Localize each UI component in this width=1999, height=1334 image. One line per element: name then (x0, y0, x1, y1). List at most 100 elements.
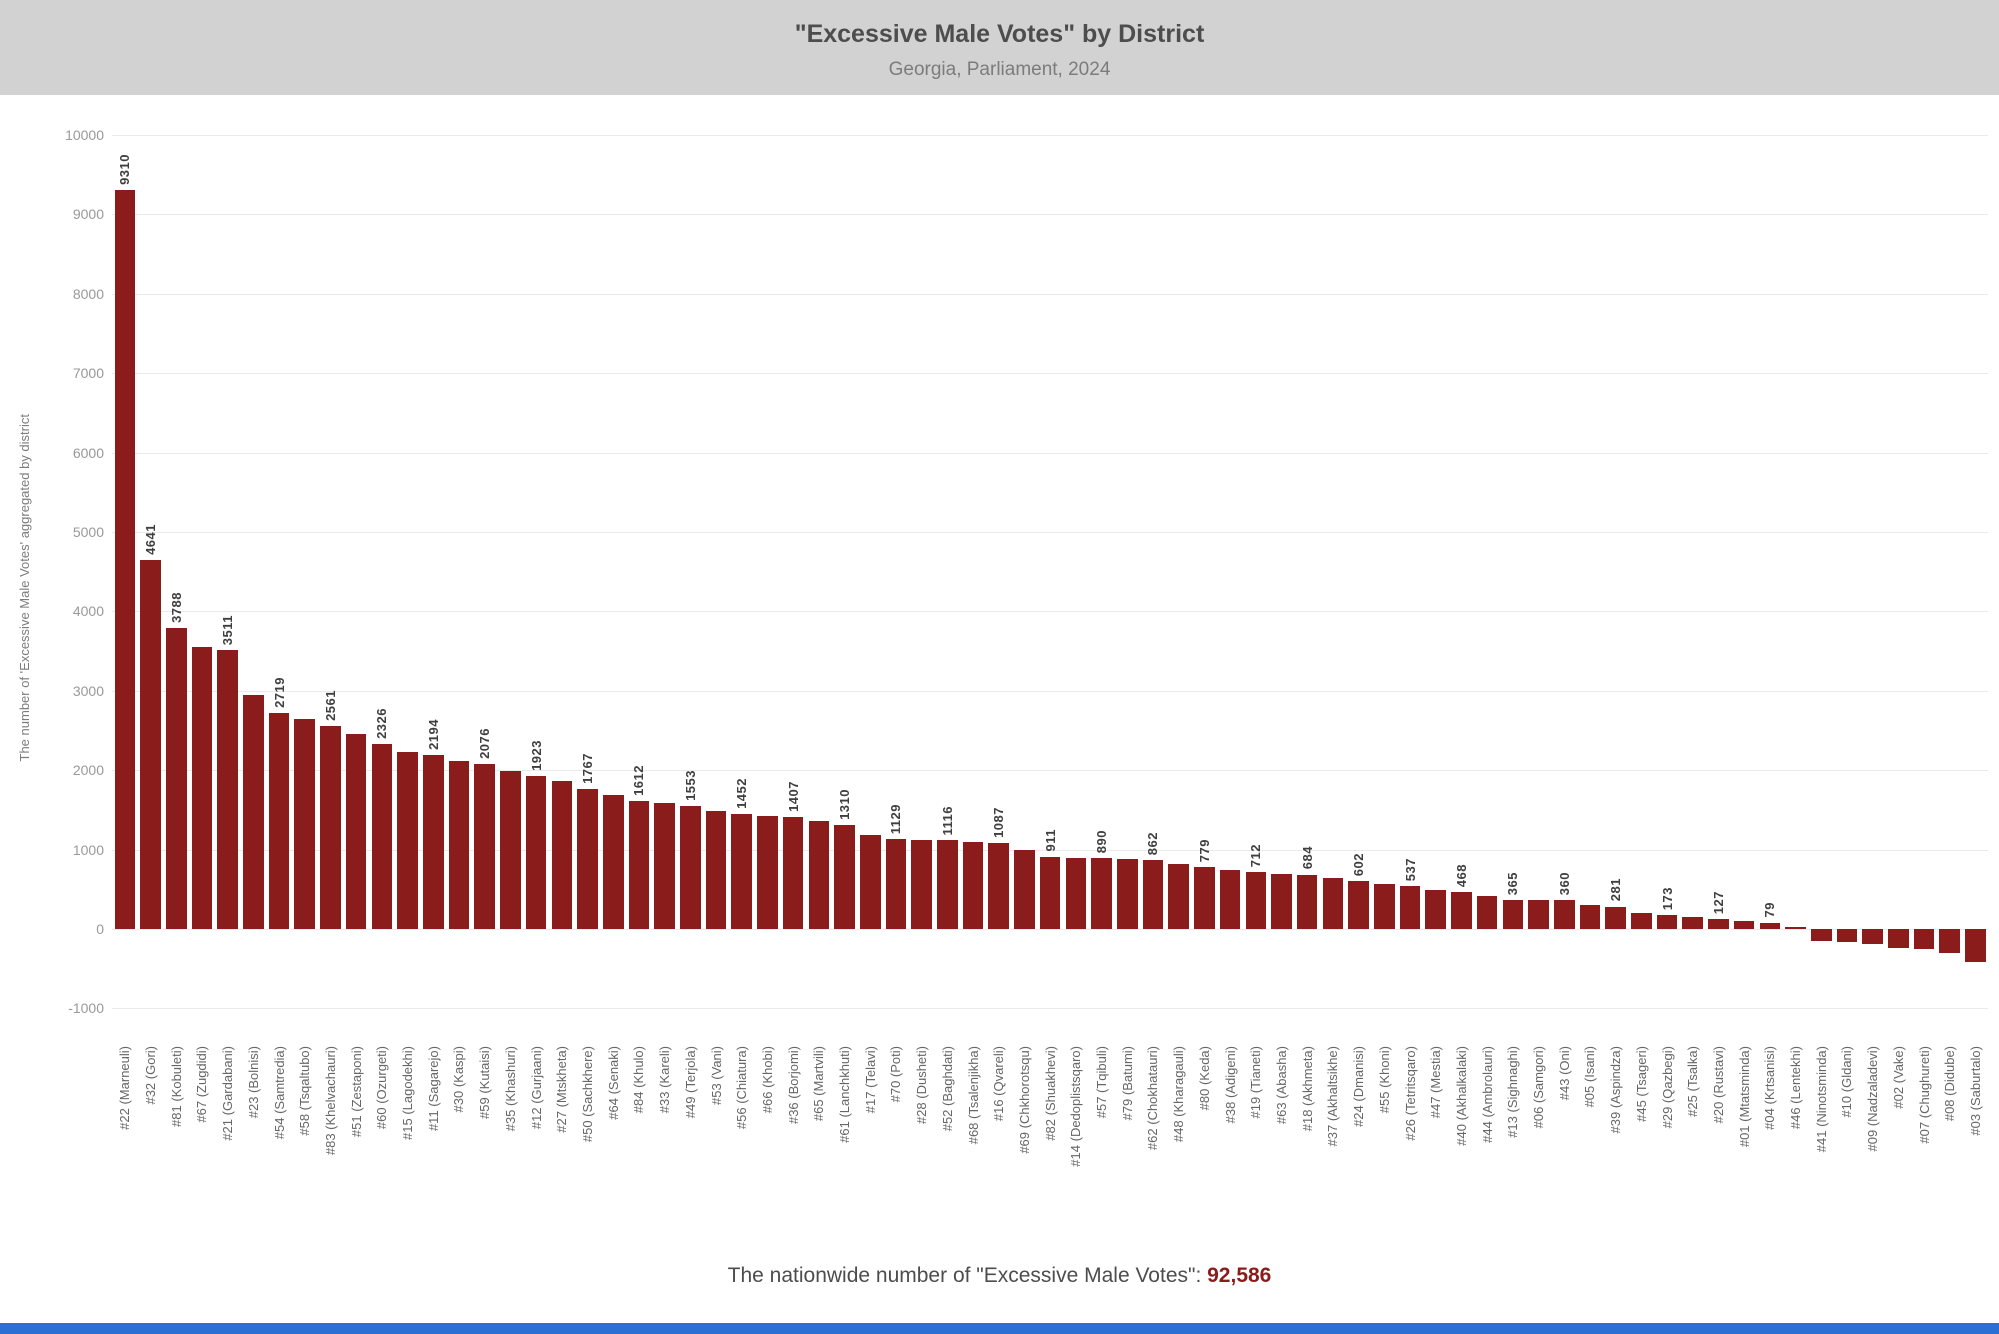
bar-value-label: 173 (1659, 886, 1675, 911)
x-tick-label: #59 (Kutaisi) (477, 1046, 493, 1119)
x-tick: #64 (Senaki) (600, 1046, 626, 1231)
bar-value-label: 79 (1762, 902, 1778, 918)
gridline (112, 452, 1988, 454)
bar-value-label: 1767 (580, 752, 595, 784)
x-tick: #53 (Vani) (703, 1046, 729, 1231)
x-tick: #28 (Dusheti) (909, 1046, 935, 1231)
bar-slot (755, 135, 781, 1040)
bar-slot (446, 135, 472, 1040)
x-tick: #63 (Abasha) (1269, 1046, 1295, 1231)
bar-slot (909, 135, 935, 1040)
x-tick: #25 (Tsalka) (1680, 1046, 1706, 1231)
x-tick: #20 (Rustavi) (1706, 1046, 1732, 1231)
x-tick: #59 (Kutaisi) (472, 1046, 498, 1231)
x-tick-label: #61 (Lanchkhuti) (837, 1046, 853, 1143)
x-tick: #65 (Martvili) (806, 1046, 832, 1231)
x-tick: #47 (Mestia) (1423, 1046, 1449, 1231)
bar (1785, 926, 1806, 929)
x-tick: #12 (Gurjaani) (523, 1046, 549, 1231)
bar-slot: 537 (1397, 135, 1423, 1040)
bar-value-label: 2194 (425, 718, 441, 750)
bar (1708, 918, 1729, 929)
x-tick: #18 (Akhmeta) (1294, 1046, 1320, 1231)
y-tick-label: 7000 (72, 365, 104, 382)
bar-slot: 3788 (163, 135, 189, 1040)
bar-slot (1731, 135, 1757, 1040)
x-tick-label: #37 (Akhaltsikhe) (1325, 1046, 1341, 1147)
bar-value-label: 468 (1453, 863, 1469, 887)
x-tick-label: #84 (Khulo) (631, 1046, 647, 1114)
x-tick: #07 (Chughureti) (1911, 1046, 1937, 1231)
x-tick-label: #36 (Borjomi) (785, 1046, 801, 1125)
bar (114, 189, 136, 929)
x-tick: #23 (Bolnisi) (241, 1046, 267, 1231)
bar (1579, 905, 1601, 929)
bar-slot: 2194 (420, 135, 446, 1040)
bar (885, 839, 907, 929)
x-tick: #68 (Tsalenjikha) (960, 1046, 986, 1231)
x-tick: #61 (Lanchkhuti) (832, 1046, 858, 1231)
bar (1476, 896, 1498, 929)
bar-slot (1834, 135, 1860, 1040)
x-tick: #06 (Samgori) (1526, 1046, 1552, 1231)
x-tick-label: #25 (Tsalka) (1685, 1046, 1701, 1117)
bar (1245, 872, 1267, 929)
bar-slot (1423, 135, 1449, 1040)
bar (1348, 881, 1369, 929)
bar-slot: 779 (1192, 135, 1218, 1040)
bar (962, 841, 984, 929)
x-tick: #46 (Lentekhi) (1783, 1046, 1809, 1231)
bar-value-label: 4641 (143, 524, 159, 556)
bar (705, 810, 727, 929)
bar-slot: 2326 (369, 135, 395, 1040)
bar-slot: 1612 (626, 135, 652, 1040)
bar-slot: 468 (1449, 135, 1475, 1040)
x-tick: #82 (Shuakhevi) (1037, 1046, 1063, 1231)
x-tick: #69 (Chkhorotsqu) (1012, 1046, 1038, 1231)
x-tick: #84 (Khulo) (626, 1046, 652, 1231)
bar-slot: 1116 (935, 135, 961, 1040)
bar (1451, 891, 1472, 929)
y-tick-label: 5000 (72, 523, 104, 540)
x-tick: #05 (Isani) (1577, 1046, 1603, 1231)
bar-slot: 602 (1346, 135, 1372, 1040)
x-tick: #35 (Khashuri) (498, 1046, 524, 1231)
bar (1065, 857, 1087, 929)
y-axis-title: The number of 'Excessive Male Votes' agg… (14, 135, 34, 1040)
x-tick-label: #69 (Chkhorotsqu) (1016, 1046, 1032, 1154)
bar-slot: 127 (1706, 135, 1732, 1040)
x-tick: #66 (Khobi) (755, 1046, 781, 1231)
x-tick-label: #83 (Khelvachauri) (322, 1046, 338, 1156)
bar-value-label: 9310 (117, 153, 133, 185)
x-tick: #22 (Marneuli) (112, 1046, 138, 1231)
x-tick-label: #15 (Lagodekhi) (400, 1046, 416, 1140)
x-tick: #60 (Ozurgeti) (369, 1046, 395, 1231)
bar (1502, 899, 1524, 929)
bar-slot (1526, 135, 1552, 1040)
x-tick-label: #55 (Khoni) (1376, 1046, 1392, 1114)
bar-slot: 79 (1757, 135, 1783, 1040)
x-tick-label: #09 (Nadzaladevi) (1865, 1046, 1881, 1152)
bar-value-label: 3788 (168, 592, 184, 624)
bar-value-label: 862 (1145, 832, 1161, 856)
x-tick-label: #19 (Tianeti) (1248, 1046, 1264, 1119)
x-tick-label: #80 (Keda) (1196, 1046, 1212, 1111)
bar (191, 647, 213, 929)
bar-value-label: 1452 (734, 777, 750, 809)
x-tick: #26 (Tetritsqaro) (1397, 1046, 1423, 1231)
bar-slot (1783, 135, 1809, 1040)
x-tick: #24 (Dmanisi) (1346, 1046, 1372, 1231)
y-tick-label: 3000 (72, 682, 104, 699)
bar-slot (1320, 135, 1346, 1040)
x-tick-label: #33 (Kareli) (657, 1046, 673, 1114)
bar-slot (1963, 135, 1989, 1040)
gridline (112, 770, 1988, 772)
gridline (112, 293, 1988, 295)
bar (320, 725, 341, 929)
x-tick: #67 (Zugdidi) (189, 1046, 215, 1231)
bar (525, 776, 547, 929)
bar (448, 760, 470, 929)
x-tick: #27 (Mtskheta) (549, 1046, 575, 1231)
x-tick-label: #18 (Akhmeta) (1299, 1046, 1315, 1132)
x-tick: #50 (Sachkhere) (575, 1046, 601, 1231)
